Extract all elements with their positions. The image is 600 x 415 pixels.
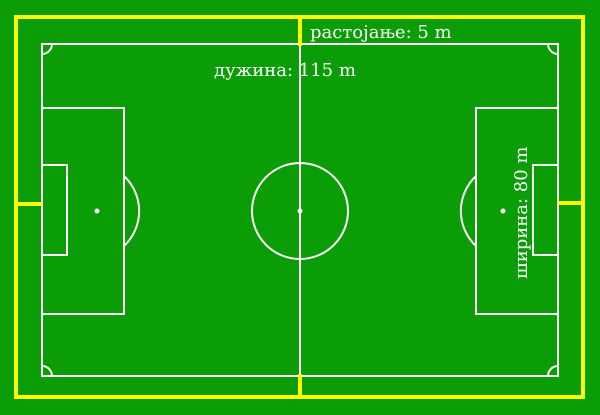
center-circle: [251, 162, 349, 260]
right-penalty-spot: [500, 208, 506, 214]
distance-label: растојање: 5 m: [310, 22, 452, 43]
left-goal-area: [41, 164, 68, 256]
right-penalty-arc: [459, 175, 477, 247]
center-spot: [297, 208, 303, 214]
distance-markers: [16, 17, 583, 397]
left-penalty-spot: [94, 208, 100, 214]
width-label: ширина: 80 m: [511, 147, 532, 279]
corner-arc-top-left: [41, 43, 53, 55]
corner-arc-bottom-right: [547, 365, 559, 377]
corner-arc-top-right: [547, 43, 559, 55]
right-goal-area: [532, 164, 559, 256]
length-label: дужина: 115 m: [214, 60, 356, 81]
left-penalty-arc: [123, 175, 141, 247]
corner-arc-bottom-left: [41, 365, 53, 377]
